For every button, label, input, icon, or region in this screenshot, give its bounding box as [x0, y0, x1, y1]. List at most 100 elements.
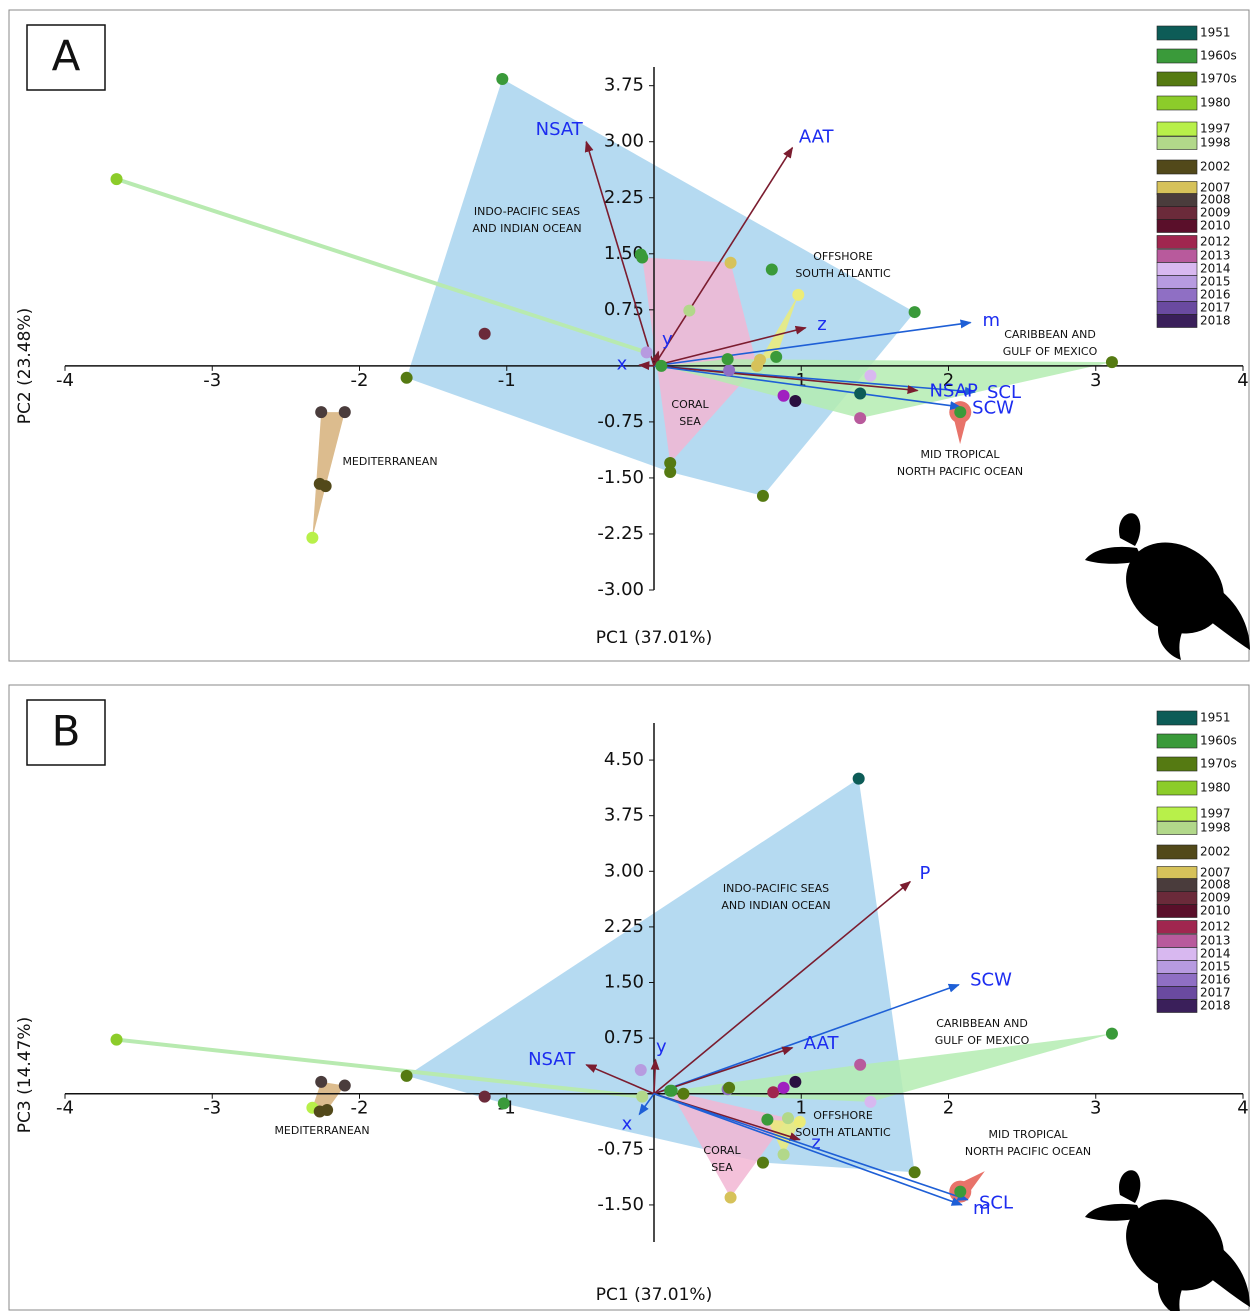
legend-swatch	[1157, 921, 1197, 934]
legend-swatch	[1157, 160, 1197, 174]
region-label: INDO-PACIFIC SEAS	[474, 205, 580, 218]
legend-label: 2017	[1200, 301, 1231, 315]
turtle-icon	[1085, 1170, 1250, 1311]
data-point	[770, 351, 782, 363]
legend-swatch	[1157, 302, 1197, 315]
legend-label: 1970s	[1200, 72, 1237, 86]
x-tick-label: 3	[1090, 370, 1101, 391]
legend-label: 1997	[1200, 807, 1231, 821]
legend-label: 2002	[1200, 845, 1231, 859]
legend-label: 2013	[1200, 249, 1231, 263]
legend-label: 1960s	[1200, 49, 1237, 63]
data-point	[789, 1076, 801, 1088]
legend-label: 2016	[1200, 288, 1231, 302]
loading-label: y	[656, 1037, 667, 1058]
loading-label: AAT	[799, 127, 835, 148]
data-point	[767, 1086, 779, 1098]
legend-swatch	[1157, 879, 1197, 892]
region-label: SOUTH ATLANTIC	[795, 267, 891, 280]
y-tick-label: 2.25	[604, 187, 644, 208]
region-hull	[312, 412, 344, 538]
data-point	[1106, 356, 1118, 368]
legend-swatch	[1157, 26, 1197, 40]
panel-letter: B	[52, 707, 81, 756]
x-tick-label: 1	[796, 1098, 807, 1119]
data-point	[339, 406, 351, 418]
x-tick-label: 4	[1237, 1098, 1248, 1119]
loading-label: x	[617, 354, 628, 375]
legend-swatch	[1157, 935, 1197, 948]
data-point	[725, 257, 737, 269]
data-point	[655, 360, 667, 372]
legend-label: 2010	[1200, 219, 1231, 233]
legend-label: 2009	[1200, 891, 1231, 905]
legend-swatch	[1157, 807, 1197, 821]
region-label: GULF OF MEXICO	[1003, 345, 1098, 358]
y-tick-label: -0.75	[597, 411, 644, 432]
legend-label: 1998	[1200, 136, 1231, 150]
legend-label: 2009	[1200, 206, 1231, 220]
loading-label: SCW	[970, 970, 1012, 991]
data-point	[635, 1064, 647, 1076]
region-label: MID TROPICAL	[921, 448, 1001, 461]
legend-swatch	[1157, 182, 1197, 195]
data-point	[864, 370, 876, 382]
legend-label: 2017	[1200, 986, 1231, 1000]
region-label: CARIBBEAN AND	[936, 1017, 1028, 1030]
data-point	[666, 1085, 678, 1097]
data-point	[315, 406, 327, 418]
data-point	[479, 1091, 491, 1103]
data-point	[854, 412, 866, 424]
legend-swatch	[1157, 781, 1197, 795]
legend-label: 1951	[1200, 26, 1231, 40]
legend-swatch	[1157, 194, 1197, 207]
x-tick-label: -1	[498, 370, 516, 391]
x-tick-label: 2	[943, 1098, 954, 1119]
page: AINDO-PACIFIC SEASAND INDIAN OCEANCORALS…	[0, 0, 1250, 1311]
data-point	[636, 252, 648, 264]
data-point	[315, 1076, 327, 1088]
data-point	[778, 1082, 790, 1094]
loading-label: x	[622, 1113, 633, 1134]
x-tick-label: -2	[351, 1098, 369, 1119]
data-point	[854, 388, 866, 400]
legend-label: 2002	[1200, 160, 1231, 174]
data-point	[636, 1091, 648, 1103]
data-point	[782, 1112, 794, 1124]
legend-swatch	[1157, 987, 1197, 1000]
legend-label: 2008	[1200, 193, 1231, 207]
loading-label: P	[919, 863, 930, 884]
legend-label: 2014	[1200, 262, 1231, 276]
loading-label: m	[973, 1198, 991, 1219]
legend-swatch	[1157, 905, 1197, 918]
data-point	[1106, 1028, 1118, 1040]
legend-swatch	[1157, 220, 1197, 233]
loading-arrow	[639, 365, 654, 366]
x-tick-label: -2	[351, 370, 369, 391]
region-label: GULF OF MEXICO	[935, 1034, 1030, 1047]
data-point	[722, 353, 734, 365]
x-tick-label: -4	[56, 370, 74, 391]
legend-label: 2012	[1200, 235, 1231, 249]
data-point	[111, 1034, 123, 1046]
loading-label: NSAP	[930, 381, 979, 402]
data-point	[496, 73, 508, 85]
legend-swatch	[1157, 137, 1197, 150]
region-label: OFFSHORE	[813, 250, 873, 263]
data-point	[854, 1059, 866, 1071]
loading-label: m	[982, 310, 1000, 331]
region-label: SEA	[679, 415, 701, 428]
legend-swatch	[1157, 711, 1197, 725]
data-point	[321, 1104, 333, 1116]
data-point	[954, 406, 966, 418]
region-label: CARIBBEAN AND	[1004, 328, 1096, 341]
legend-swatch	[1157, 845, 1197, 859]
legend-swatch	[1157, 289, 1197, 302]
data-point	[683, 305, 695, 317]
region-label: AND INDIAN OCEAN	[721, 899, 830, 912]
x-tick-label: -3	[203, 1098, 221, 1119]
y-tick-label: 4.50	[604, 749, 644, 770]
legend-label: 2018	[1200, 999, 1231, 1013]
y-tick-label: 3.75	[604, 805, 644, 826]
data-point	[479, 328, 491, 340]
